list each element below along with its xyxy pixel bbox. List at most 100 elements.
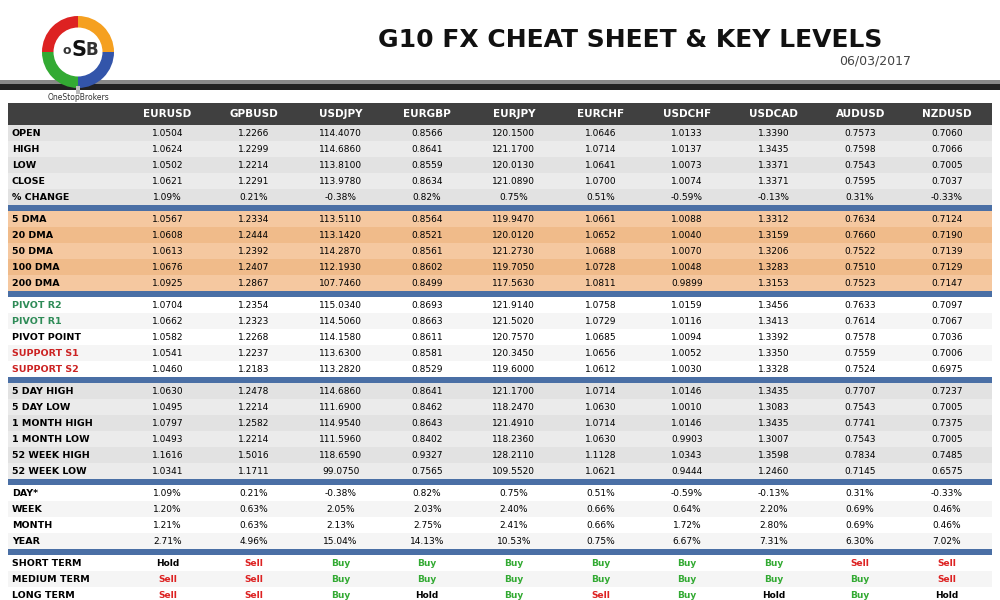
Text: 0.8693: 0.8693 <box>411 301 443 310</box>
Text: 1.2299: 1.2299 <box>238 145 270 154</box>
Text: 0.31%: 0.31% <box>846 193 875 202</box>
Text: 1.0662: 1.0662 <box>152 317 183 325</box>
Text: 1.0146: 1.0146 <box>671 386 703 395</box>
Text: 114.9540: 114.9540 <box>319 419 362 427</box>
Text: 0.7375: 0.7375 <box>931 419 963 427</box>
Text: 1.3371: 1.3371 <box>758 160 789 169</box>
Text: 2.05%: 2.05% <box>326 505 355 514</box>
Text: 1.0630: 1.0630 <box>585 403 616 412</box>
Text: 1.0116: 1.0116 <box>671 317 703 325</box>
Text: 0.7066: 0.7066 <box>931 145 963 154</box>
Text: 121.2730: 121.2730 <box>492 247 535 256</box>
Bar <box>8 345 992 361</box>
Text: PIVOT R1: PIVOT R1 <box>12 317 62 325</box>
Text: 0.8634: 0.8634 <box>411 176 443 185</box>
Text: 113.8100: 113.8100 <box>319 160 362 169</box>
Text: 1.0797: 1.0797 <box>152 419 183 427</box>
Text: 2.41%: 2.41% <box>500 520 528 529</box>
Text: 109.5520: 109.5520 <box>492 467 535 475</box>
Text: -0.38%: -0.38% <box>325 488 357 497</box>
Text: 114.5060: 114.5060 <box>319 317 362 325</box>
Bar <box>8 415 992 431</box>
Text: 0.7595: 0.7595 <box>844 176 876 185</box>
Text: 1.0714: 1.0714 <box>585 386 616 395</box>
Text: PIVOT R2: PIVOT R2 <box>12 301 62 310</box>
Text: USDCAD: USDCAD <box>749 109 798 119</box>
Text: % CHANGE: % CHANGE <box>12 193 69 202</box>
Text: -0.13%: -0.13% <box>758 193 790 202</box>
Text: 0.8529: 0.8529 <box>411 364 443 373</box>
Text: SHORT TERM: SHORT TERM <box>12 559 82 568</box>
Bar <box>8 189 992 205</box>
Text: 1.0495: 1.0495 <box>152 403 183 412</box>
Wedge shape <box>42 16 78 52</box>
Bar <box>8 517 992 533</box>
Text: SUPPORT S1: SUPPORT S1 <box>12 349 79 358</box>
Text: 0.7741: 0.7741 <box>844 419 876 427</box>
Text: 1.09%: 1.09% <box>153 193 182 202</box>
Text: o: o <box>63 44 71 58</box>
Text: 0.9903: 0.9903 <box>671 434 703 443</box>
Text: 0.51%: 0.51% <box>586 193 615 202</box>
Text: 0.8581: 0.8581 <box>411 349 443 358</box>
Text: 121.1700: 121.1700 <box>492 145 535 154</box>
Text: 1.0652: 1.0652 <box>585 230 616 239</box>
Text: 118.2360: 118.2360 <box>492 434 535 443</box>
Text: 0.82%: 0.82% <box>413 488 441 497</box>
Text: 114.2870: 114.2870 <box>319 247 362 256</box>
Bar <box>8 205 992 211</box>
Bar <box>8 485 992 501</box>
Text: 2.80%: 2.80% <box>759 520 788 529</box>
Text: MONTH: MONTH <box>12 520 52 529</box>
Bar <box>8 463 992 479</box>
Text: Buy: Buy <box>331 559 350 568</box>
Text: 0.66%: 0.66% <box>586 505 615 514</box>
Text: 118.6590: 118.6590 <box>319 451 362 460</box>
Bar <box>8 211 992 227</box>
Text: 1.0040: 1.0040 <box>671 230 703 239</box>
Text: 0.69%: 0.69% <box>846 505 875 514</box>
Text: 1.0048: 1.0048 <box>671 263 703 271</box>
Text: 113.2820: 113.2820 <box>319 364 362 373</box>
Text: OPEN: OPEN <box>12 128 42 137</box>
Text: 52 WEEK HIGH: 52 WEEK HIGH <box>12 451 90 460</box>
Text: 0.8521: 0.8521 <box>411 230 443 239</box>
Text: 1.0704: 1.0704 <box>152 301 183 310</box>
Text: 1.0460: 1.0460 <box>152 364 183 373</box>
Text: 114.4070: 114.4070 <box>319 128 362 137</box>
Text: Buy: Buy <box>851 590 870 599</box>
Bar <box>8 431 992 447</box>
Text: 0.75%: 0.75% <box>499 488 528 497</box>
Text: 0.7190: 0.7190 <box>931 230 963 239</box>
Text: 1.72%: 1.72% <box>673 520 701 529</box>
Text: 0.7005: 0.7005 <box>931 403 963 412</box>
Text: 0.7559: 0.7559 <box>844 349 876 358</box>
Text: 1.3206: 1.3206 <box>758 247 789 256</box>
Text: 52 WEEK LOW: 52 WEEK LOW <box>12 467 87 475</box>
Text: 1.2323: 1.2323 <box>238 317 270 325</box>
Text: 0.7578: 0.7578 <box>844 332 876 341</box>
Text: 1.3007: 1.3007 <box>758 434 789 443</box>
Bar <box>8 361 992 377</box>
Text: B: B <box>86 41 98 59</box>
Text: 0.8602: 0.8602 <box>411 263 443 271</box>
Bar <box>0 84 1000 90</box>
Text: NZDUSD: NZDUSD <box>922 109 972 119</box>
Text: 1.3435: 1.3435 <box>758 419 789 427</box>
Text: 1.2214: 1.2214 <box>238 434 270 443</box>
Text: Buy: Buy <box>591 575 610 583</box>
Text: 0.7097: 0.7097 <box>931 301 963 310</box>
Text: Sell: Sell <box>245 590 263 599</box>
Text: Buy: Buy <box>504 575 523 583</box>
Text: 0.7067: 0.7067 <box>931 317 963 325</box>
Text: 114.1580: 114.1580 <box>319 332 362 341</box>
Text: 1.2444: 1.2444 <box>238 230 270 239</box>
Text: 0.8566: 0.8566 <box>411 128 443 137</box>
Text: 1.3312: 1.3312 <box>758 214 789 223</box>
Text: LOW: LOW <box>12 160 36 169</box>
Text: 117.5630: 117.5630 <box>492 278 535 287</box>
Text: 1.0661: 1.0661 <box>585 214 616 223</box>
Bar <box>8 297 992 313</box>
Text: 0.8643: 0.8643 <box>411 419 443 427</box>
Text: -0.59%: -0.59% <box>671 488 703 497</box>
